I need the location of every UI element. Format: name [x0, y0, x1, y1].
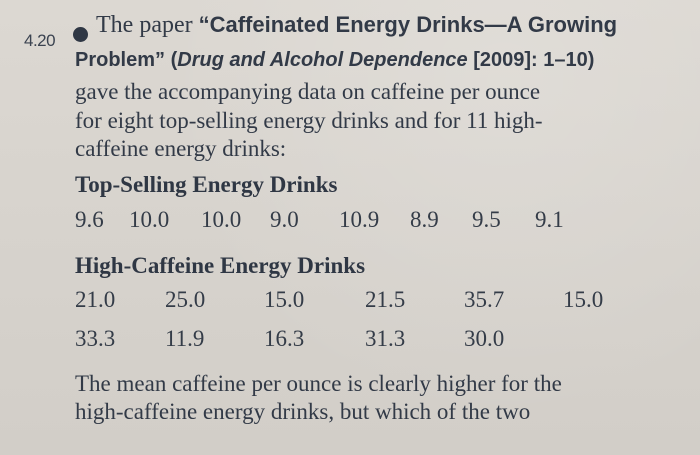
top-selling-value: 10.9	[339, 207, 380, 232]
intro-line-1: The paper “Caffeinated Energy Drinks—A G…	[96, 12, 617, 39]
high-caffeine-value: 21.0	[75, 287, 116, 312]
closing-line-2: high-caffeine energy drinks, but which o…	[75, 399, 531, 424]
high-caffeine-value: 11.9	[165, 326, 205, 351]
top-selling-value: 10.0	[201, 207, 242, 232]
intro-line-3: gave the accompanying data on caffeine p…	[75, 79, 541, 104]
high-caffeine-value: 15.0	[563, 287, 604, 312]
exercise-number: 4.20	[24, 31, 56, 50]
high-caffeine-value: 16.3	[264, 326, 305, 351]
top-selling-value: 9.1	[535, 207, 564, 232]
high-caffeine-value: 35.7	[464, 287, 505, 312]
top-selling-value: 9.0	[270, 207, 299, 232]
intro-line-2: Problem” (Drug and Alcohol Dependence [2…	[75, 49, 594, 72]
high-caffeine-value: 15.0	[264, 287, 305, 312]
high-caffeine-value: 25.0	[165, 287, 206, 312]
high-caffeine-value: 31.3	[365, 326, 406, 351]
intro-line-5: caffeine energy drinks:	[75, 136, 287, 161]
paper-title-continued: Problem” (	[75, 49, 178, 71]
intro-prefix: The paper	[96, 12, 199, 38]
top-selling-value: 10.0	[129, 207, 170, 232]
top-selling-value: 9.6	[75, 207, 104, 232]
high-caffeine-value: 33.3	[75, 326, 116, 351]
citation-suffix: [2009]: 1–10)	[467, 49, 595, 71]
journal-name: Drug and Alcohol Dependence	[177, 49, 468, 71]
high-caffeine-value: 21.5	[365, 287, 406, 312]
top-selling-value: 8.9	[410, 207, 439, 232]
intro-line-4: for eight top-selling energy drinks and …	[75, 108, 543, 133]
top-selling-heading: Top-Selling Energy Drinks	[75, 172, 338, 197]
high-caffeine-heading: High-Caffeine Energy Drinks	[75, 253, 366, 278]
closing-line-1: The mean caffeine per ounce is clearly h…	[75, 371, 562, 396]
bullet-icon	[73, 27, 88, 42]
paper-title: “Caffeinated Energy Drinks—A Growing	[198, 12, 618, 37]
high-caffeine-value: 30.0	[464, 326, 505, 351]
top-selling-value: 9.5	[472, 207, 501, 232]
